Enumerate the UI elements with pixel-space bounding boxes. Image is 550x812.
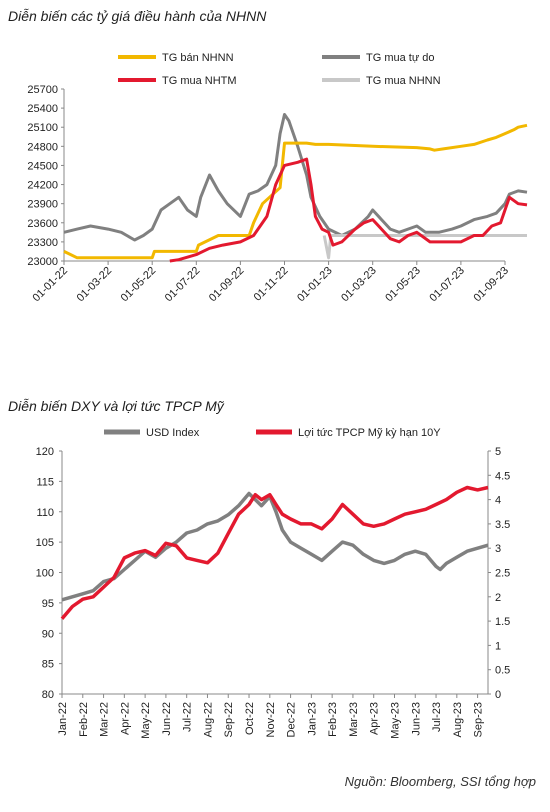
chart2-xtick-label: Oct-22	[244, 702, 256, 735]
source-note: Nguồn: Bloomberg, SSI tổng hợp	[344, 774, 536, 789]
chart1-series-line	[63, 123, 528, 260]
chart2-xtick-label: Nov-22	[265, 702, 277, 737]
chart1-ytick-label: 23000	[27, 256, 58, 268]
chart2-left-tick-label: 115	[36, 476, 54, 488]
chart2-right-tick-label: 1	[495, 640, 501, 652]
chart2-xtick-label: Mar-22	[99, 702, 111, 737]
chart1-ytick-label: 25700	[27, 84, 58, 96]
chart2-xtick-label: Jul-23	[431, 702, 443, 732]
chart2-xtick-label: Jul-22	[182, 702, 194, 732]
chart1-series-line	[63, 113, 528, 242]
chart2-xtick-label: Apr-22	[119, 702, 131, 735]
chart2-left-tick-label: 80	[42, 689, 54, 701]
chart2-left-tick-label: 95	[42, 598, 54, 610]
chart2-series-line	[60, 485, 489, 620]
chart2-right-tick-label: 1.5	[495, 616, 510, 628]
chart2-left-tick-label: 105	[36, 537, 54, 549]
chart2-right-tick-label: 0	[495, 689, 501, 701]
chart2-xtick-label: Jan-23	[306, 702, 318, 736]
chart2-xtick-label: Aug-23	[452, 702, 464, 737]
chart2-xtick-label: Feb-23	[327, 702, 339, 737]
chart2-left-tick-label: 85	[42, 659, 54, 671]
chart2-right-tick-label: 3.5	[495, 519, 510, 531]
chart2-xtick-label: Jan-22	[57, 702, 69, 736]
chart2-xtick-label: Jun-23	[410, 702, 422, 736]
chart1-ytick-label: 24800	[27, 141, 58, 153]
chart2-xtick-label: May-22	[140, 702, 152, 739]
chart2-xtick-label: May-23	[389, 702, 401, 739]
chart2-series-line	[61, 491, 489, 602]
chart2-right-tick-label: 2	[495, 592, 501, 604]
chart2-right-tick-label: 4	[495, 495, 501, 507]
chart1-legend-label: TG mua NHNN	[366, 75, 441, 87]
chart2-legend-label: USD Index	[146, 427, 200, 439]
chart1-ytick-label: 23300	[27, 237, 58, 249]
chart1-legend-label: TG mua NHTM	[162, 75, 237, 87]
chart2-xtick-label: Sep-23	[473, 702, 485, 737]
chart2-left-tick-label: 110	[36, 507, 54, 519]
chart2-xtick-label: Jun-22	[161, 702, 173, 736]
chart1-legend-label: TG bán NHNN	[162, 52, 234, 64]
chart1-ytick-label: 25100	[27, 122, 58, 134]
chart2-xtick-label: Dec-22	[286, 702, 298, 737]
chart1-series-line	[169, 157, 528, 263]
chart2-right-tick-label: 4.5	[495, 470, 510, 482]
chart2-left-tick-label: 120	[36, 446, 54, 458]
chart2-right-tick-label: 0.5	[495, 665, 510, 677]
chart1-ytick-label: 24200	[27, 180, 58, 192]
chart1-legend-label: TG mua tự do	[366, 52, 435, 64]
chart2-right-tick-label: 2.5	[495, 568, 510, 580]
chart2-xtick-label: Feb-22	[78, 702, 90, 737]
chart1-ytick-label: 24500	[27, 160, 58, 172]
chart2-legend-label: Lợi tức TPCP Mỹ kỳ hạn 10Y	[298, 427, 441, 439]
chart1-ytick-label: 25400	[27, 103, 58, 115]
chart2-title: Diễn biến DXY và lợi tức TPCP Mỹ	[8, 398, 224, 414]
chart2-xtick-label: Apr-23	[369, 702, 381, 735]
chart1-title: Diễn biến các tỷ giá điều hành của NHNN	[8, 8, 267, 24]
chart2-left-tick-label: 90	[42, 628, 54, 640]
chart2-xtick-label: Sep-22	[223, 702, 235, 737]
chart2-right-tick-label: 3	[495, 543, 501, 555]
chart1-ytick-label: 23900	[27, 199, 58, 211]
exchange-rate-chart: 23000 23300 23600 23900 24200 24500 24800 25100…	[27, 52, 528, 304]
chart2-xtick-label: Aug-22	[202, 702, 214, 737]
chart1-ytick-label: 23600	[27, 218, 58, 230]
chart2-right-tick-label: 5	[495, 446, 501, 458]
chart2-xtick-label: Mar-23	[348, 702, 360, 737]
chart2-left-tick-label: 100	[36, 568, 54, 580]
chart1-series-line	[322, 234, 527, 260]
